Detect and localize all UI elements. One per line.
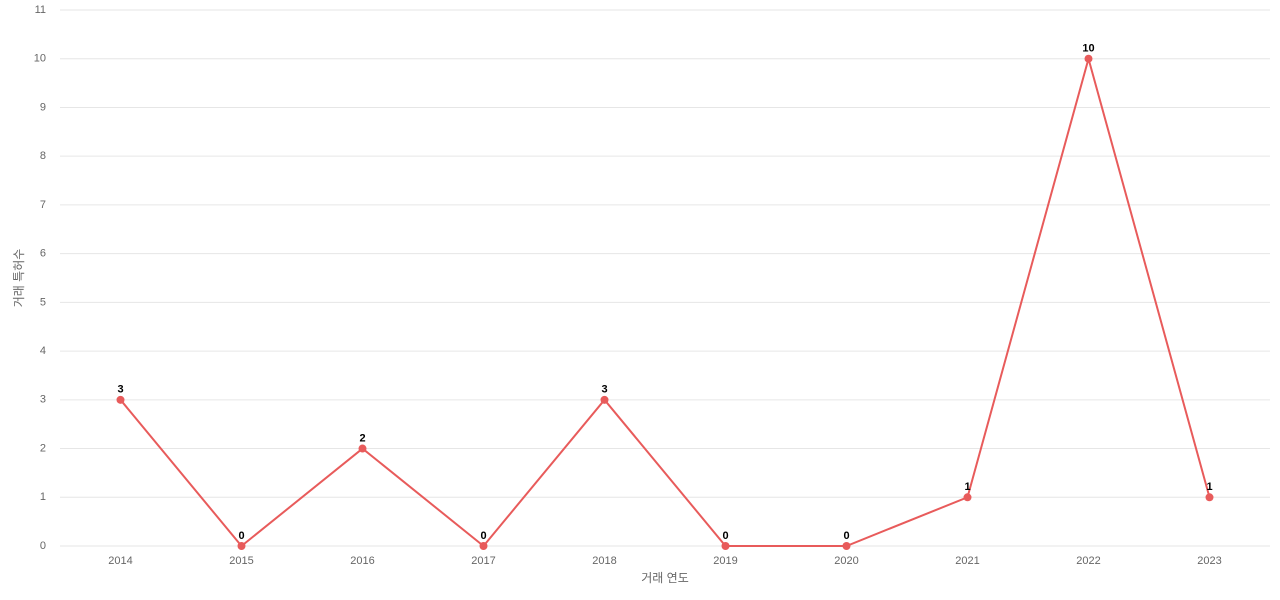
x-tick-label: 2020 xyxy=(834,555,858,567)
point xyxy=(963,493,972,502)
data-label: 0 xyxy=(238,530,244,542)
data-label: 0 xyxy=(722,530,728,542)
y-tick-label: 5 xyxy=(40,296,46,308)
y-tick-label: 10 xyxy=(34,53,46,65)
y-tick-label: 9 xyxy=(40,101,46,113)
x-tick-label: 2018 xyxy=(592,555,616,567)
point xyxy=(237,542,246,550)
y-tick-label: 4 xyxy=(40,345,46,357)
x-tick-label: 2014 xyxy=(108,555,132,567)
x-tick-label: 2017 xyxy=(471,555,495,567)
data-label: 1 xyxy=(1206,481,1212,493)
y-tick-label: 6 xyxy=(40,248,46,260)
data-label: 3 xyxy=(117,384,123,396)
x-tick-label: 2023 xyxy=(1197,555,1221,567)
y-tick-label: 8 xyxy=(40,150,46,162)
y-tick-label: 1 xyxy=(40,491,46,503)
point xyxy=(721,542,730,550)
y-tick-label: 3 xyxy=(40,394,46,406)
data-label: 1 xyxy=(964,481,970,493)
y-tick-label: 0 xyxy=(40,540,46,552)
x-tick-label: 2019 xyxy=(713,555,737,567)
point xyxy=(600,395,609,404)
y-tick-label: 11 xyxy=(35,4,46,16)
data-label: 3 xyxy=(601,384,607,396)
point xyxy=(1084,54,1093,63)
point xyxy=(116,395,125,404)
y-axis-title: 거래 특허수 xyxy=(12,249,26,308)
y-tick-label: 2 xyxy=(40,442,46,454)
data-label: 0 xyxy=(843,530,849,542)
x-tick-label: 2015 xyxy=(229,555,253,567)
point xyxy=(1205,493,1214,502)
point xyxy=(358,444,367,453)
line xyxy=(119,54,1211,548)
y-tick-label: 7 xyxy=(40,199,46,211)
x-tick-label: 2022 xyxy=(1076,555,1100,567)
x-tick-label: 2016 xyxy=(350,555,374,567)
x-tick-label: 2021 xyxy=(955,555,979,567)
data-label: 0 xyxy=(480,530,486,542)
x-axis-title: 거래 연도 xyxy=(641,571,689,585)
point xyxy=(479,542,488,550)
point xyxy=(842,542,851,550)
data-label: 2 xyxy=(359,432,365,444)
data-label: 10 xyxy=(1082,43,1094,55)
